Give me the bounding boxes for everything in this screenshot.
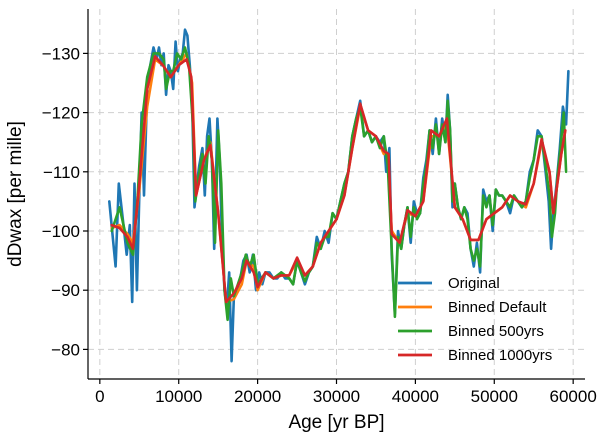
x-axis-label: Age [yr BP] [288, 412, 384, 433]
y-tick-label: −130 [42, 44, 80, 63]
legend-label: Original [448, 275, 500, 292]
series-layer [108, 28, 570, 363]
x-tick-label: 20000 [234, 387, 281, 406]
series-line-binned-1000yrs [110, 55, 567, 304]
x-tick-label: 0 [95, 387, 104, 406]
legend-label: Binned 1000yrs [448, 347, 552, 364]
x-ticks: 0 10000 20000 30000 40000 50000 60000 [95, 379, 597, 406]
x-tick-label: 60000 [550, 387, 597, 406]
x-tick-label: 50000 [471, 387, 518, 406]
x-tick-label: 30000 [313, 387, 360, 406]
y-tick-label: −90 [51, 281, 80, 300]
grid-layer [88, 9, 585, 379]
series-line-binned-default [110, 52, 567, 304]
y-ticks: −130 −120 −110 −100 −90 −80 [42, 44, 88, 359]
x-tick-label: 40000 [392, 387, 439, 406]
y-axis-label: dDwax [per mille] [5, 121, 26, 267]
series-line-binned-500yrs [110, 46, 568, 322]
x-tick-label: 10000 [155, 387, 202, 406]
y-tick-label: −120 [42, 104, 80, 123]
y-tick-label: −100 [42, 222, 80, 241]
legend: Original Binned Default Binned 500yrs Binne… [398, 275, 552, 364]
y-tick-label: −80 [51, 340, 80, 359]
legend-label: Binned 500yrs [448, 323, 544, 340]
y-tick-label: −110 [43, 163, 80, 182]
legend-label: Binned Default [448, 299, 547, 316]
